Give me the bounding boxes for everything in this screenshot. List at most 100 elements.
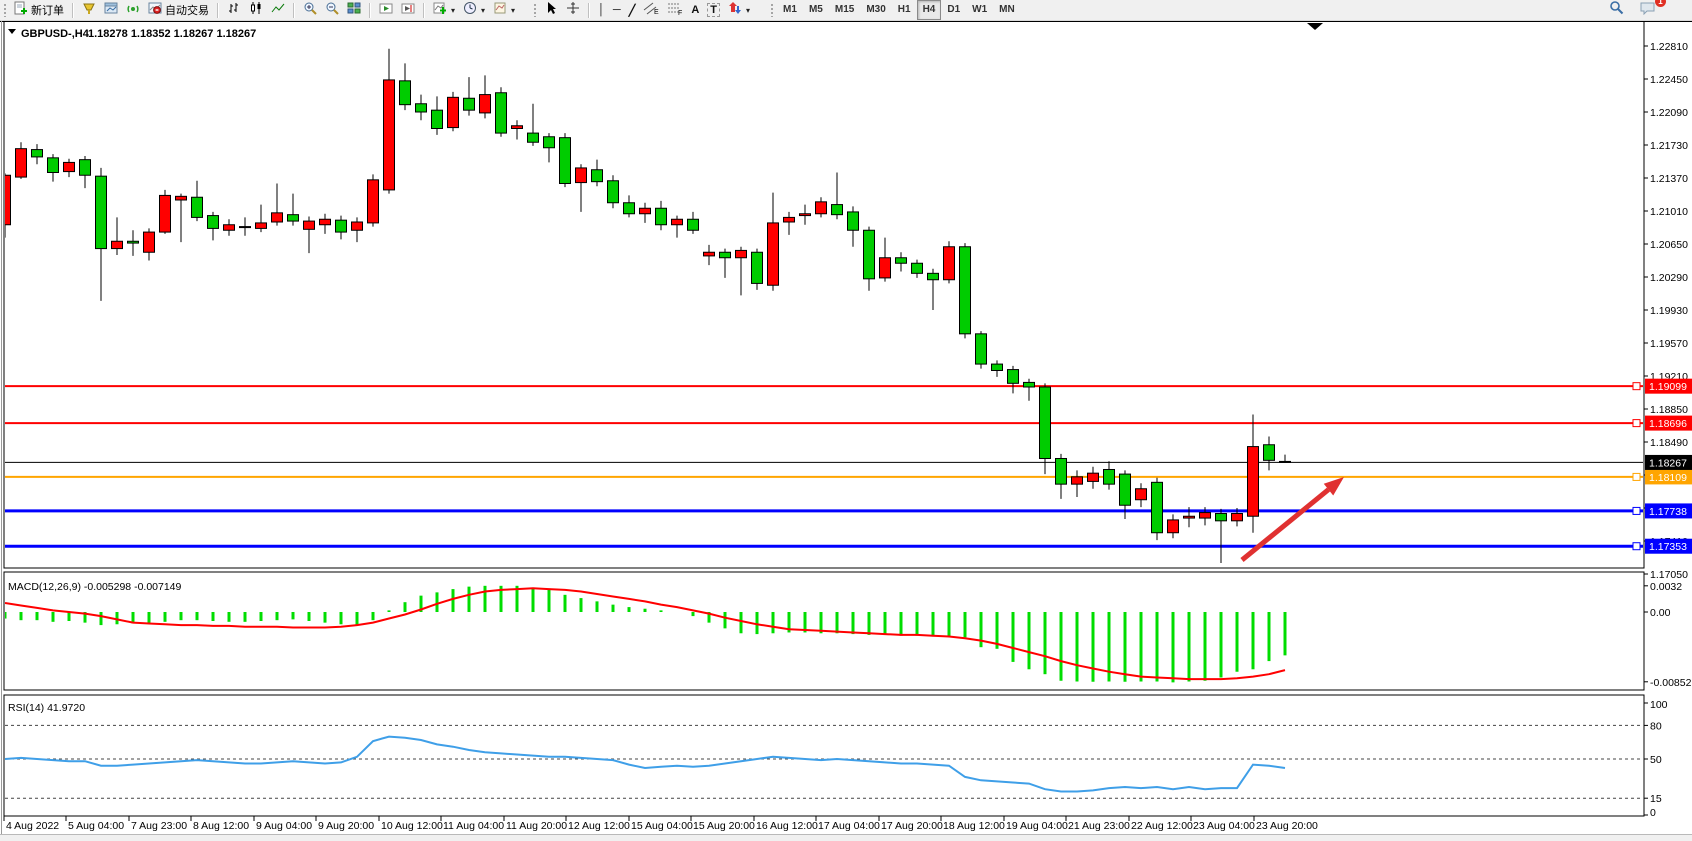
search-button[interactable] <box>1605 0 1628 21</box>
candle-body <box>239 226 251 229</box>
equidistant-channel-button[interactable]: E <box>639 0 663 21</box>
price-axis-label: 1.21730 <box>1650 140 1688 152</box>
candle-body <box>399 80 411 106</box>
timeframe-button-H4[interactable]: H4 <box>916 0 942 20</box>
candle-body <box>15 148 27 178</box>
candle-body <box>223 224 235 231</box>
charts-window-button[interactable] <box>100 0 122 21</box>
line-chart-button[interactable] <box>267 0 289 21</box>
candle-body <box>527 132 539 143</box>
toolbar-separator <box>217 2 219 18</box>
level-handle-1.18109[interactable] <box>1632 472 1641 481</box>
crosshair-button[interactable] <box>562 0 584 21</box>
periods-button[interactable]: ▾ <box>459 0 489 21</box>
notifications-button[interactable]: 1 <box>1636 0 1666 21</box>
time-axis-label: 11 Aug 20:00 <box>506 820 567 832</box>
timeframe-button-MN[interactable]: MN <box>999 4 1015 15</box>
candle-body <box>319 218 331 226</box>
price-axis-label: 1.21370 <box>1650 173 1688 185</box>
indicators-button[interactable]: ▾ <box>429 0 459 21</box>
search-icon <box>1609 0 1624 20</box>
toolbar-grip[interactable] <box>770 3 775 17</box>
horizontal-line-button[interactable]: ─ <box>609 0 625 21</box>
new-order-icon <box>14 1 28 20</box>
level-handle-1.17738[interactable] <box>1632 506 1641 515</box>
rsi-label: RSI(14) 41.9720 <box>8 702 85 714</box>
vertical-line-button[interactable]: │ <box>594 0 609 21</box>
toolbar-grip[interactable] <box>533 3 538 17</box>
toolbar-separator <box>423 2 425 18</box>
signals-button[interactable] <box>122 0 144 21</box>
arrows-button[interactable]: ▾ <box>724 0 754 21</box>
cursor-button[interactable] <box>540 0 562 21</box>
candle-body <box>1055 457 1067 485</box>
fibonacci-button[interactable]: F <box>663 0 687 21</box>
time-axis-label: 15 Aug 04:00 <box>631 820 693 832</box>
candle-body <box>575 167 587 184</box>
time-axis-label: 9 Aug 20:00 <box>318 820 374 832</box>
time-axis-label: 8 Aug 12:00 <box>193 820 249 832</box>
chart-shift-icon <box>401 1 415 20</box>
timeframe-button-M30[interactable]: M30 <box>866 4 886 15</box>
tile-windows-button[interactable] <box>343 0 365 21</box>
candle-body <box>1119 473 1131 506</box>
candle-body <box>831 204 843 216</box>
time-axis-label: 17 Aug 04:00 <box>818 820 880 832</box>
time-axis-label: 11 Aug 04:00 <box>443 820 504 832</box>
trendline-button[interactable]: ╱ <box>625 0 640 21</box>
zoom-out-icon <box>325 1 339 20</box>
text-label-button[interactable]: T <box>703 0 724 21</box>
macd-axis-label: 0.00 <box>1650 607 1671 619</box>
zoom-out-button[interactable] <box>321 0 343 21</box>
candle-body <box>911 262 923 274</box>
line-chart-icon <box>271 1 285 20</box>
level-handle-1.18696[interactable] <box>1632 419 1641 428</box>
time-axis-label: 16 Aug 12:00 <box>756 820 818 832</box>
toolbar-grip[interactable] <box>3 3 7 17</box>
zoom-in-button[interactable] <box>299 0 321 21</box>
candle-body <box>511 125 523 129</box>
timeframe-button-M15[interactable]: M15 <box>834 4 855 15</box>
signal-icon <box>126 1 140 20</box>
candlestick-chart-button[interactable] <box>245 0 267 21</box>
candle-body <box>1183 515 1195 519</box>
autotrading-icon <box>148 1 162 20</box>
timeframe-button-D1[interactable]: D1 <box>947 4 961 15</box>
text-button[interactable]: A <box>687 0 703 21</box>
chevron-down-icon: ▾ <box>746 5 751 15</box>
rsi-axis-label: 0 <box>1650 807 1656 819</box>
candle-body <box>383 79 395 191</box>
template-icon <box>493 1 507 20</box>
timeframe-button-W1[interactable]: W1 <box>972 4 988 15</box>
chart-shift-button[interactable] <box>397 0 419 21</box>
trend-arrow-annotation[interactable] <box>1240 477 1344 562</box>
candle-body <box>367 179 379 224</box>
timeframe-button-H1[interactable]: H1 <box>897 4 911 15</box>
collapse-triangle-icon[interactable] <box>8 29 16 34</box>
price-axis[interactable]: 1.22810 1.22450 1.22090 1.21730 1.21370 1.210… <box>1644 41 1692 819</box>
templates-button[interactable]: ▾ <box>489 0 519 21</box>
bar-chart-button[interactable] <box>223 0 245 21</box>
arrows-icon <box>728 1 742 20</box>
candle-body <box>559 137 571 184</box>
candle-body <box>719 251 731 259</box>
profiles-button[interactable] <box>78 0 100 21</box>
candle-body <box>655 207 667 226</box>
candle-body <box>143 231 155 253</box>
autoscroll-button[interactable] <box>375 0 397 21</box>
level-handle-1.17353[interactable] <box>1632 542 1641 551</box>
rsi-axis-label: 50 <box>1650 754 1662 766</box>
timeframe-button-M5[interactable]: M5 <box>808 4 823 15</box>
candle-body <box>671 218 683 226</box>
candle-body <box>815 201 827 215</box>
time-axis-label: 7 Aug 23:00 <box>131 820 187 832</box>
time-axis-label: 23 Aug 20:00 <box>1256 820 1318 832</box>
chart-shift-marker-icon[interactable] <box>1307 23 1323 30</box>
level-handle-1.19099[interactable] <box>1632 382 1641 391</box>
time-axis[interactable]: 4 Aug 2022 5 Aug 04:00 7 Aug 23:00 8 Aug 12… <box>3 816 1318 832</box>
timeframe-bar: M1 M5 M15 M30 H1 H4 D1 W1 MN <box>777 0 1021 20</box>
autotrading-button[interactable]: 自动交易 <box>144 0 213 21</box>
timeframe-button-M1[interactable]: M1 <box>783 4 797 15</box>
new-order-button[interactable]: 新订单 <box>10 0 68 21</box>
